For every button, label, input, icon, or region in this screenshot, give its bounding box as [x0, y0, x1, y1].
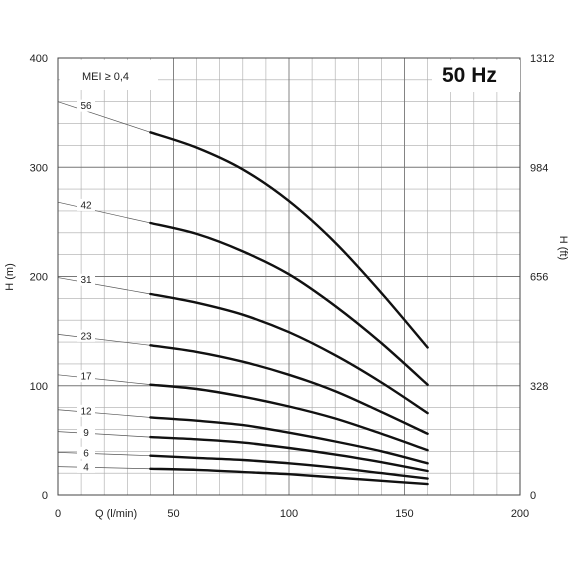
stage-label-bg [77, 370, 96, 383]
stage-label-bg [77, 273, 96, 286]
y-axis-right-label: H (ft) [557, 236, 569, 260]
x-axis-ticks: 0 50 100 150 200 [55, 508, 529, 520]
stage-label-12: 12 [80, 406, 92, 417]
curve-stage-6 [149, 454, 429, 480]
stage-label-17: 17 [80, 372, 92, 383]
curve-stage-42 [149, 221, 429, 386]
curve-stage-17 [149, 383, 429, 452]
stage-label-4: 4 [83, 462, 89, 473]
y-right-tick-label: 1312 [530, 53, 554, 65]
stage-label-bg [77, 329, 96, 342]
curve-stage-4 [149, 467, 429, 486]
stage-label-bg [77, 404, 96, 417]
leader-line-31 [57, 277, 151, 295]
leader-line-9 [57, 431, 151, 438]
plot-frame [57, 57, 521, 496]
y-tick-label: 400 [30, 53, 48, 65]
y-right-tick-label: 328 [530, 381, 548, 393]
stage-label-bg [77, 446, 96, 459]
y-tick-label: 200 [30, 272, 48, 284]
y-axis-label: H (m) [4, 263, 16, 291]
y-axis-ticks: 0 100 200 300 400 [30, 53, 48, 502]
stage-label-31: 31 [80, 275, 92, 286]
x-tick-label: 200 [511, 508, 529, 520]
curve-stage-56 [149, 131, 429, 349]
chart-title: 50 Hz [442, 64, 497, 87]
stage-label-bg [77, 460, 96, 473]
stage-label-6: 6 [83, 448, 89, 459]
x-axis-label: Q (l/min) [95, 508, 137, 520]
leader-line-23 [57, 334, 151, 346]
leader-line-17 [57, 374, 151, 386]
annotation-box [60, 60, 158, 90]
mei-annotation: MEI ≥ 0,4 [82, 71, 129, 83]
stage-label-bg [77, 426, 96, 439]
title-box [432, 60, 520, 92]
leader-line-56 [57, 101, 151, 133]
curve-stage-31 [149, 292, 429, 415]
x-tick-label: 100 [280, 508, 298, 520]
x-tick-label: 150 [395, 508, 413, 520]
curve-stage-9 [149, 435, 429, 473]
stage-label-9: 9 [83, 428, 89, 439]
y-right-tick-label: 656 [530, 272, 548, 284]
stage-label-bg [77, 99, 96, 112]
x-tick-label: 0 [55, 508, 61, 520]
leader-line-12 [57, 409, 151, 418]
y-tick-label: 100 [30, 381, 48, 393]
leader-line-42 [57, 201, 151, 224]
y-tick-label: 300 [30, 162, 48, 174]
stage-label-bg [77, 198, 96, 211]
pump-curves [149, 131, 429, 486]
curve-stage-23 [149, 344, 429, 435]
y-axis-right-ticks: 0 328 656 984 1312 [530, 53, 554, 502]
y-right-tick-label: 984 [530, 162, 548, 174]
stage-leader-lines [57, 101, 151, 470]
curve-stage-12 [149, 416, 429, 465]
y-right-tick-label: 0 [530, 490, 536, 502]
x-axis-label-bg [92, 505, 160, 521]
leader-line-4 [57, 466, 151, 470]
y-tick-label: 0 [42, 490, 48, 502]
stage-label-56: 56 [80, 101, 92, 112]
x-tick-label: 50 [167, 508, 179, 520]
stage-label-23: 23 [80, 331, 92, 342]
stage-labels: 56 42 31 23 17 12 9 6 4 [77, 99, 96, 473]
stage-label-42: 42 [80, 200, 92, 211]
leader-line-6 [57, 452, 151, 457]
